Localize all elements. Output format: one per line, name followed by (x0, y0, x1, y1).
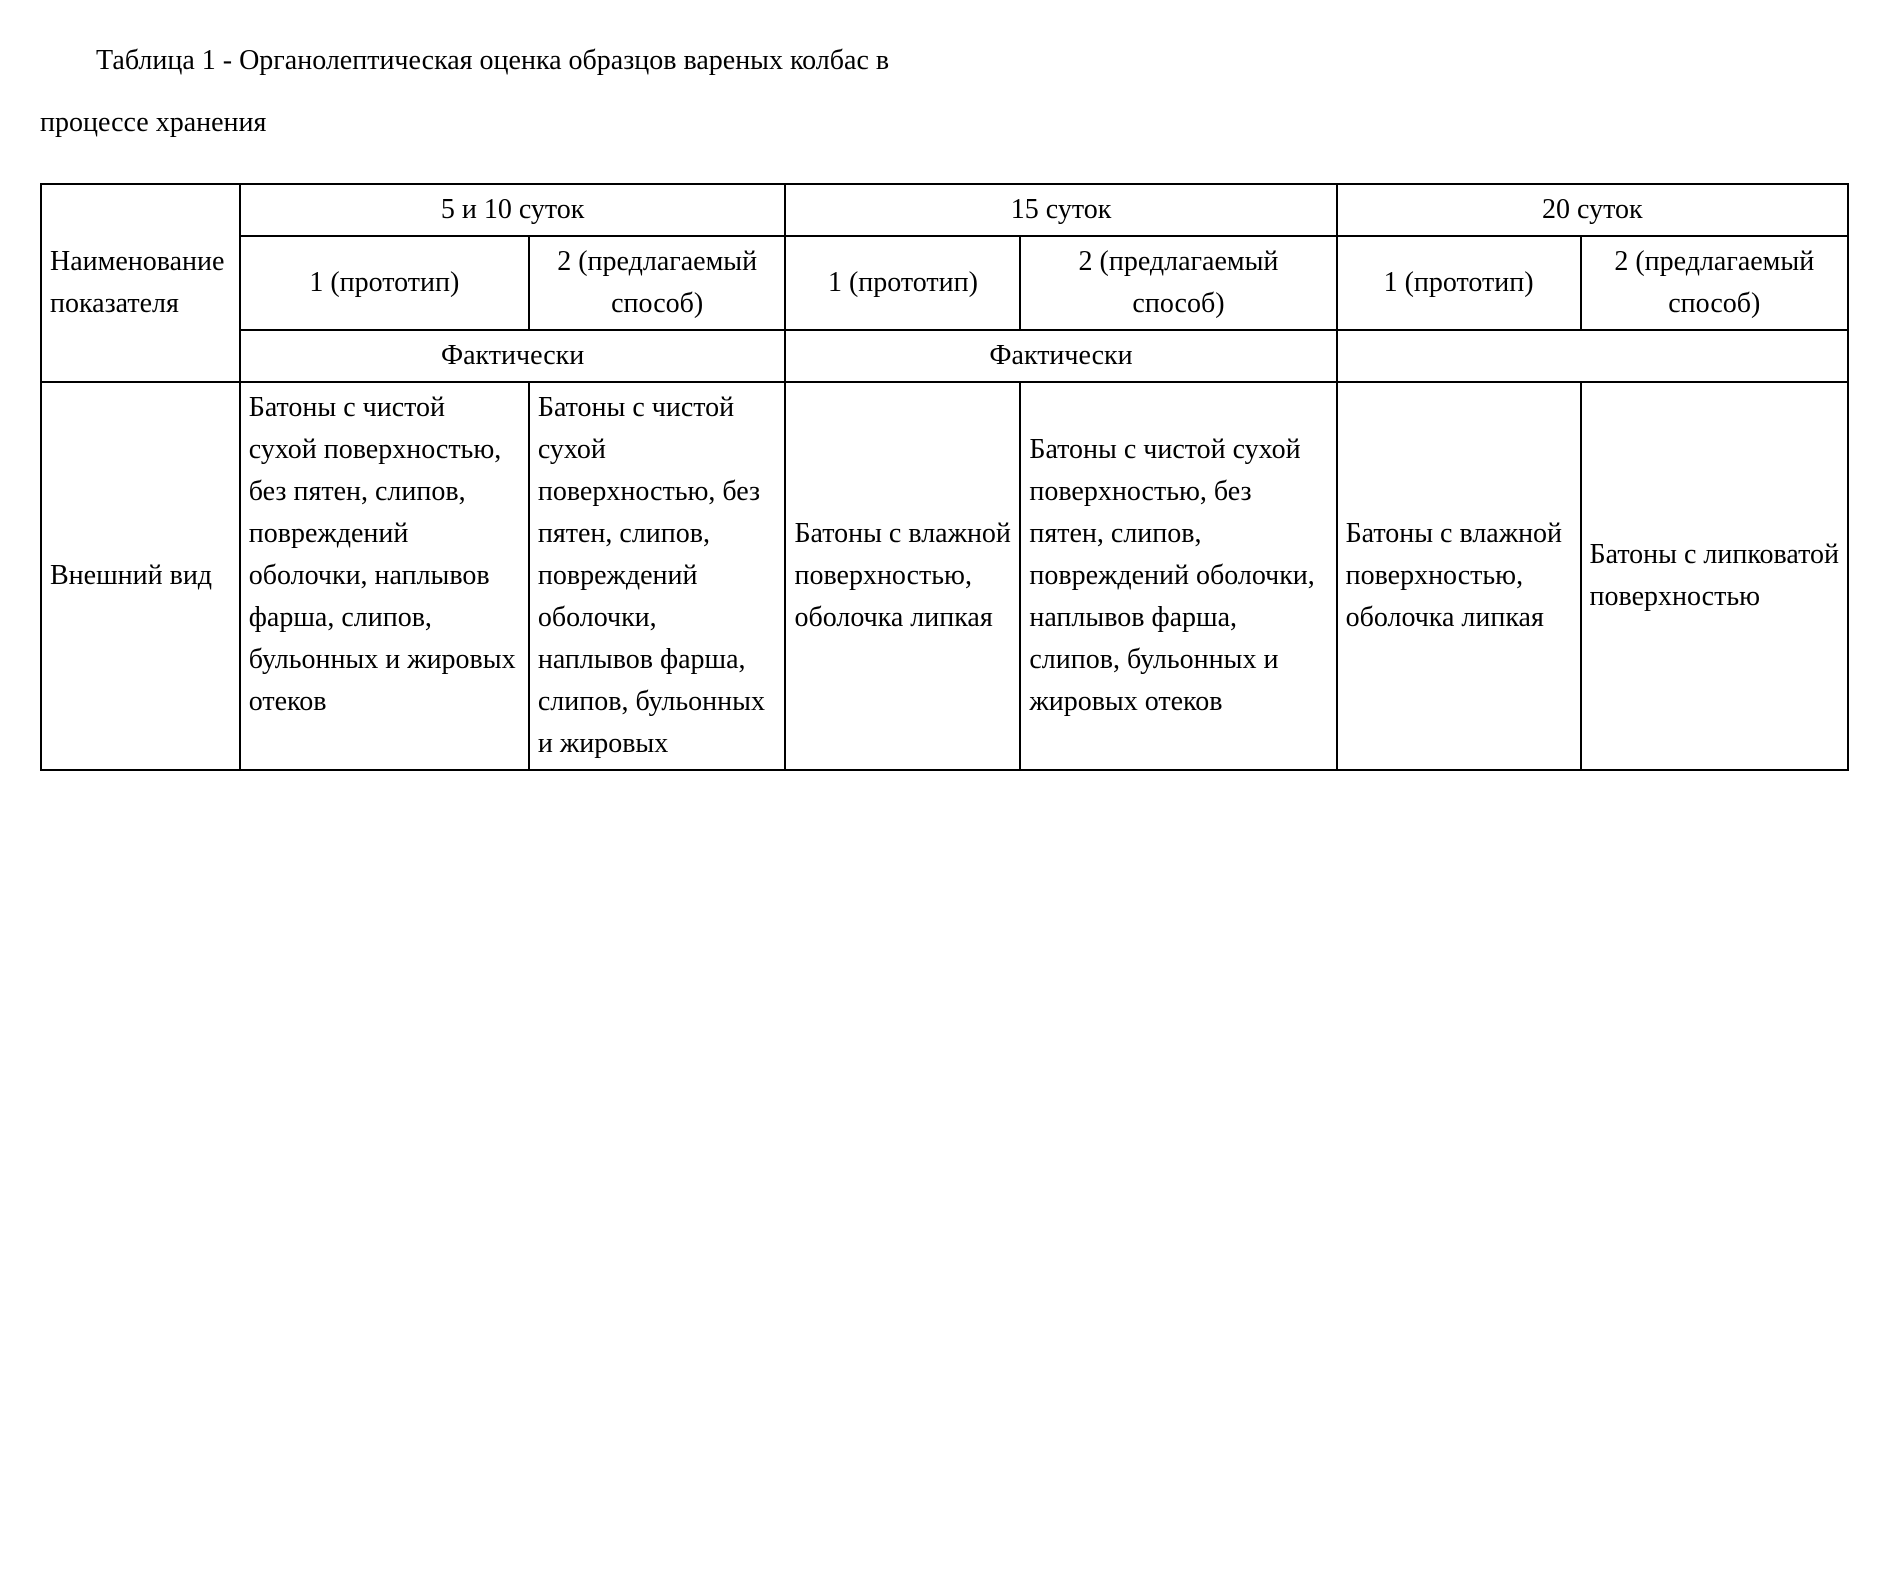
header-sub-0-2: 2 (предлагаемый способ) (529, 236, 786, 330)
caption-line-1: Таблица 1 - Органолептическая оценка обр… (96, 45, 889, 76)
header-factual-2 (1337, 330, 1848, 382)
header-sub-1-1: 1 (прототип) (785, 236, 1020, 330)
table-caption: Таблица 1 - Органолептическая оценка обр… (40, 30, 1849, 153)
header-row-1: Наименование показателя 5 и 10 суток 15 … (41, 184, 1848, 236)
data-cell-5: Батоны с липковатой поверхностью (1581, 382, 1848, 770)
data-cell-1: Батоны с чистой сухой поверхностью, без … (529, 382, 786, 770)
header-row-3: Фактически Фактически (41, 330, 1848, 382)
header-group-0: 5 и 10 суток (240, 184, 786, 236)
header-sub-1-2: 2 (предлагаемый способ) (1020, 236, 1336, 330)
row-label: Внешний вид (41, 382, 240, 770)
row-label-header: Наименование показателя (41, 184, 240, 382)
data-cell-0: Батоны с чистой сухой поверхностью, без … (240, 382, 529, 770)
header-sub-2-1: 1 (прототип) (1337, 236, 1581, 330)
header-sub-2-2: 2 (предлагаемый способ) (1581, 236, 1848, 330)
data-cell-4: Батоны с влажной поверхностью, оболочка … (1337, 382, 1581, 770)
header-factual-1: Фактически (785, 330, 1336, 382)
data-table: Наименование показателя 5 и 10 суток 15 … (40, 183, 1849, 771)
table-row: Внешний вид Батоны с чистой сухой поверх… (41, 382, 1848, 770)
data-cell-2: Батоны с влажной поверхностью, оболочка … (785, 382, 1020, 770)
header-sub-0-1: 1 (прототип) (240, 236, 529, 330)
header-group-1: 15 суток (785, 184, 1336, 236)
header-row-2: 1 (прототип) 2 (предлагаемый способ) 1 (… (41, 236, 1848, 330)
header-group-2: 20 суток (1337, 184, 1848, 236)
data-cell-3: Батоны с чистой сухой поверхностью, без … (1020, 382, 1336, 770)
caption-line-2: процессе хранения (40, 107, 266, 138)
header-factual-0: Фактически (240, 330, 786, 382)
